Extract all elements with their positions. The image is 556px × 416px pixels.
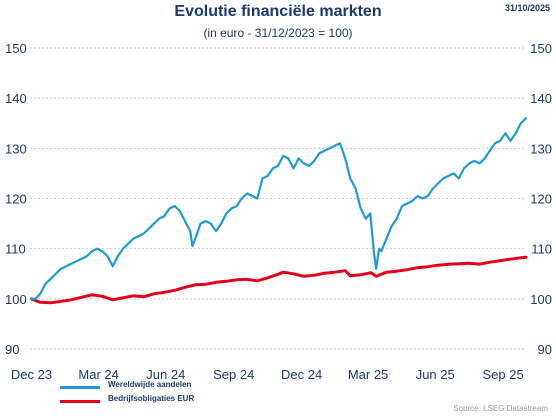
y-tick-label-left: 120 [5,192,27,207]
y-tick-label-left: 140 [5,91,27,106]
series-lines [30,117,528,305]
legend-label-bonds: Bedrijfsobligaties EUR [108,394,195,403]
y-tick-label-left: 100 [5,292,27,307]
y-axis-right: 90 100 110 120 130 140 150 [530,41,552,357]
chart-title: Evolutie financiële markten [174,3,382,20]
legend-item-bonds: Bedrijfsobligaties EUR [60,394,320,408]
x-tick-label: Sep 25 [483,367,524,382]
legend-swatch-bonds [60,400,100,403]
y-tick-label-right: 140 [530,91,552,106]
x-tick-label: Jun 24 [146,367,185,382]
legend-label-equities: Wereldwijde aandelen [108,380,192,389]
x-tick-label: Dec 24 [281,367,322,382]
y-tick-label-left: 150 [5,41,27,56]
x-tick-label: Mar 24 [78,367,118,382]
y-tick-label-right: 150 [530,41,552,56]
y-tick-label-right: 120 [530,192,552,207]
series-line-bonds [30,255,528,305]
source-note: Source: LSEG Datastream [453,404,548,413]
x-tick-label: Sep 24 [213,367,254,382]
y-tick-label-right: 100 [530,292,552,307]
x-axis: Dec 23 Mar 24 Jun 24 Sep 24 Dec 24 Mar 25 Jun … [11,367,524,382]
x-tick-label: Dec 23 [11,367,52,382]
x-tick-label: Mar 25 [348,367,388,382]
legend-item-equities: Wereldwijde aandelen [60,380,320,394]
series-line-equities [30,117,528,300]
x-tick-label: Jun 25 [416,367,455,382]
y-tick-label-right: 110 [531,242,552,257]
y-axis-left: 90 100 110 120 130 140 150 [5,41,27,357]
y-tick-label-right: 130 [530,141,552,156]
y-tick-label-left: 90 [5,342,19,357]
y-tick-label-left: 110 [5,242,26,257]
chart-subtitle: (in euro - 31/12/2023 = 100) [203,26,353,40]
y-tick-label-right: 90 [538,342,552,357]
date-stamp: 31/10/2025 [504,3,550,13]
legend-swatch-equities [60,386,100,389]
gridlines [30,47,526,350]
y-tick-label-left: 130 [5,141,27,156]
